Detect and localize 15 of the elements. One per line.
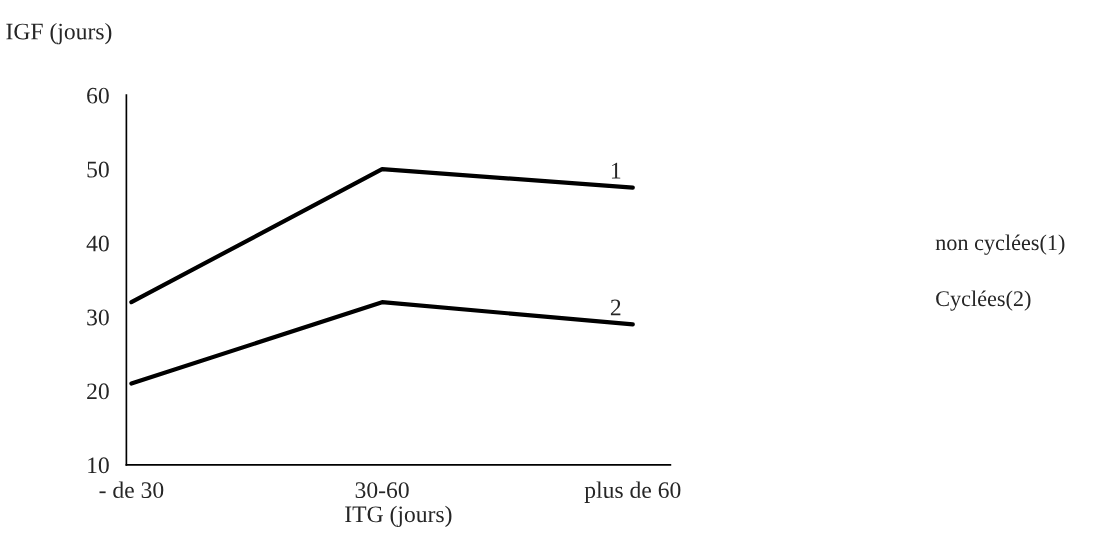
y-tick-label: 60	[87, 87, 109, 104]
y-axis-title: IGF (jours)	[6, 22, 112, 45]
annotation: 1	[611, 162, 621, 179]
y-tick-label: 50	[87, 161, 109, 178]
y-tick-label: 20	[87, 383, 109, 400]
text: Cyclées(2)	[936, 290, 1031, 311]
x-tick-label: 30-60	[355, 482, 409, 499]
x-tick-label: - de 30	[99, 481, 164, 499]
x-tick-label: plus de 60	[584, 481, 681, 503]
text: non cyclées(1)	[935, 234, 1065, 255]
annotation: 2	[610, 299, 621, 316]
x-axis-title: ITG (jours)	[345, 505, 452, 528]
y-tick-label: 10	[88, 457, 109, 474]
y-tick-label: 30	[87, 309, 109, 326]
y-tick-label: 40	[86, 235, 109, 252]
